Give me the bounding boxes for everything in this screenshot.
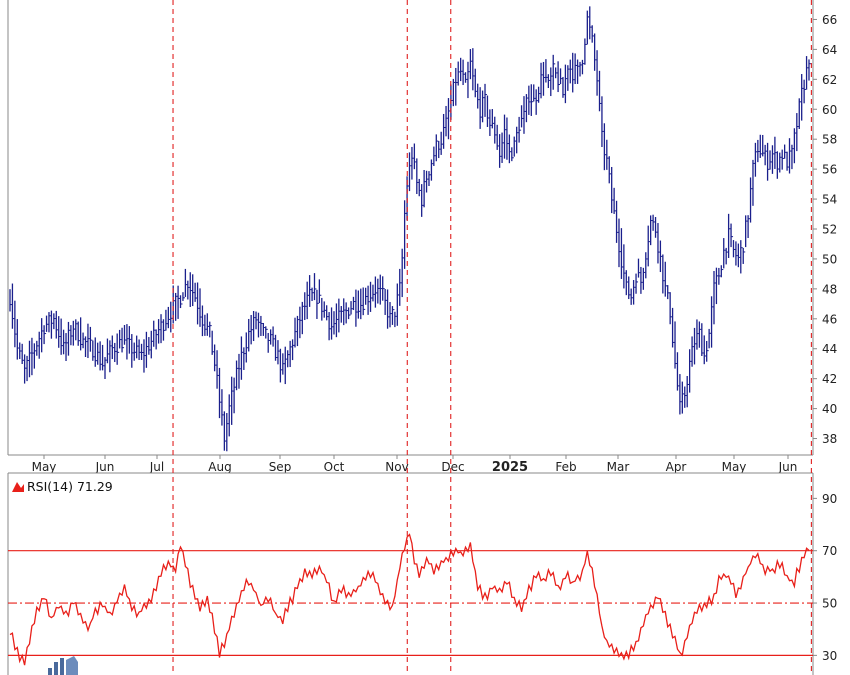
price-y-tick-label: 62 xyxy=(822,73,837,87)
rsi-line xyxy=(9,533,810,666)
marker-lines xyxy=(172,0,812,675)
rsi-label: RSI(14) 71.29 xyxy=(27,479,113,494)
price-y-tick-label: 50 xyxy=(822,252,837,266)
x-tick-label: Aug xyxy=(208,460,231,474)
rsi-icon-shape xyxy=(12,482,24,492)
price-y-tick-label: 60 xyxy=(822,103,837,117)
price-y-tick-label: 48 xyxy=(822,282,837,296)
price-y-tick-label: 66 xyxy=(822,13,837,27)
price-y-tick-label: 46 xyxy=(822,312,837,326)
x-tick-label: Sep xyxy=(269,460,292,474)
price-y-tick-label: 58 xyxy=(822,133,837,147)
price-y-tick-label: 52 xyxy=(822,222,837,236)
x-tick-label: Feb xyxy=(555,460,576,474)
price-y-tick-label: 40 xyxy=(822,402,837,416)
price-y-tick-label: 56 xyxy=(822,163,837,177)
x-tick-label: Dec xyxy=(441,460,464,474)
x-tick-label: 2025 xyxy=(492,460,528,475)
x-tick-label: Apr xyxy=(666,460,687,474)
logo-icon xyxy=(48,656,78,675)
price-y-tick-label: 44 xyxy=(822,342,837,356)
rsi-y-tick-label: 70 xyxy=(822,544,837,558)
price-y-tick-label: 64 xyxy=(822,43,837,57)
x-tick-label: Mar xyxy=(607,460,630,474)
x-tick-label: Jun xyxy=(95,460,115,474)
price-y-tick-label: 54 xyxy=(822,193,837,207)
rsi-y-tick-label: 30 xyxy=(822,649,837,663)
x-tick-label: May xyxy=(722,460,747,474)
x-tick-label: Jun xyxy=(778,460,798,474)
rsi-y-tick-label: 50 xyxy=(822,597,837,611)
x-tick-label: Nov xyxy=(385,460,408,474)
price-x-axis: May Jun Jul Aug Sep Oct Nov Dec 2025 Feb Mar Apr May… xyxy=(32,455,798,475)
price-panel: 38 40 42 44 46 48 50 52 54 56 58 60 62 64 66 xyxy=(7,0,837,456)
rsi-panel: RSI(14) 71.29 30 50 70 90 xyxy=(7,472,837,675)
price-y-tick-label: 42 xyxy=(822,372,837,386)
rsi-y-tick-label: 90 xyxy=(822,492,837,506)
price-y-tick-label: 38 xyxy=(822,432,837,446)
x-tick-label: Jul xyxy=(149,460,164,474)
x-tick-label: May xyxy=(32,460,57,474)
x-tick-label: Oct xyxy=(324,460,345,474)
price-bars xyxy=(9,6,811,452)
